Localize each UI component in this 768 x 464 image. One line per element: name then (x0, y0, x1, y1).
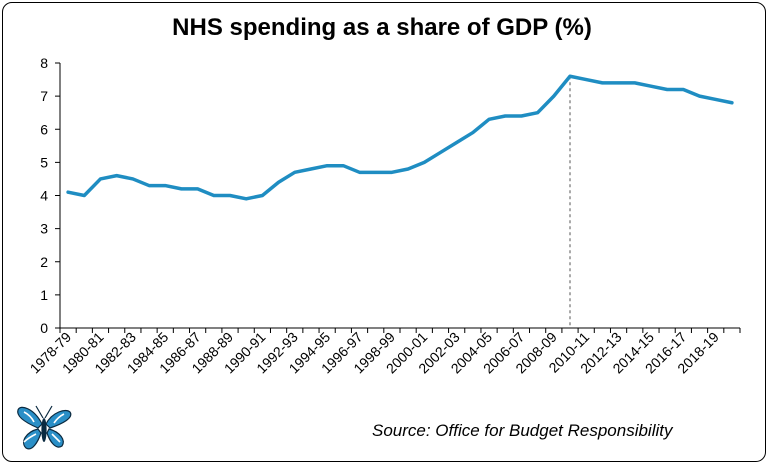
data-point (358, 171, 361, 174)
data-point (730, 101, 734, 104)
y-tick-label: 1 (40, 287, 48, 303)
data-point (649, 84, 653, 88)
data-point (536, 111, 539, 114)
y-tick-label: 6 (40, 121, 48, 137)
series-line (66, 74, 734, 201)
data-point (471, 131, 475, 134)
data-point (212, 194, 216, 197)
data-point (180, 187, 183, 191)
data-point (406, 167, 410, 171)
data-point (455, 141, 458, 144)
data-point (83, 194, 86, 197)
data-point (374, 171, 377, 174)
data-point (487, 118, 491, 121)
data-point (552, 94, 556, 98)
data-point (520, 114, 523, 118)
data-point (164, 184, 167, 187)
y-tick-label: 8 (40, 55, 48, 71)
chart-axes (59, 63, 740, 329)
data-point (584, 78, 588, 81)
chart-title: NHS spending as a share of GDP (%) (172, 14, 592, 41)
data-point (601, 81, 604, 85)
data-point (325, 164, 329, 167)
data-point (196, 187, 199, 191)
data-point (309, 167, 313, 171)
y-tick-label: 3 (40, 221, 48, 237)
data-point (423, 161, 426, 164)
data-point (66, 190, 70, 194)
data-point (147, 184, 151, 187)
data-point (99, 177, 102, 181)
data-point (277, 181, 280, 184)
data-point (698, 94, 701, 98)
data-series (66, 74, 734, 201)
butterfly-logo-icon (17, 405, 72, 450)
data-point (228, 194, 232, 197)
data-point (568, 75, 572, 78)
data-point (633, 81, 636, 85)
y-tick-label: 0 (40, 320, 48, 336)
data-point (665, 88, 669, 91)
data-point (439, 151, 442, 154)
data-point (131, 177, 135, 181)
y-tick-label: 7 (40, 88, 48, 104)
data-point (342, 164, 345, 167)
data-point (261, 194, 264, 197)
y-tick-label: 5 (40, 154, 48, 170)
data-point (617, 81, 620, 85)
data-point (714, 98, 717, 101)
x-axis-ticks: 1978-791980-811982-831984-851986-871988-… (27, 328, 741, 376)
data-point (390, 171, 394, 174)
y-tick-label: 4 (40, 188, 48, 204)
data-point (504, 114, 507, 118)
data-point (682, 88, 685, 91)
data-point (293, 171, 296, 174)
data-point (115, 174, 118, 177)
source-note: Source: Office for Budget Responsibility (372, 421, 673, 440)
y-axis-ticks: 0 1 2 3 4 5 6 7 8 (40, 55, 60, 336)
data-point (244, 197, 248, 201)
y-tick-label: 2 (40, 254, 48, 270)
